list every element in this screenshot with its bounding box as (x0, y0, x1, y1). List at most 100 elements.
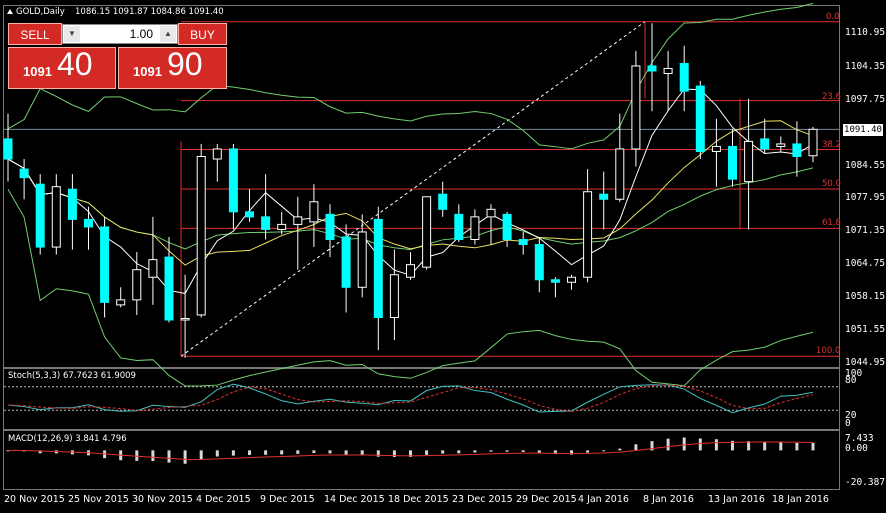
candle-body (615, 148, 625, 200)
macd-axis-label: -20.387 (845, 477, 886, 488)
macd-histogram-bar (441, 450, 445, 454)
stoch-main-line (7, 383, 814, 414)
candle-body (51, 186, 61, 248)
date-axis-label: 14 Dec 2015 (324, 494, 385, 505)
candle-body (245, 211, 254, 218)
macd-histogram-bar (280, 450, 284, 455)
macd-histogram-bar (296, 450, 300, 454)
candle-body (293, 216, 303, 225)
sell-quote[interactable]: 1091 40 (8, 46, 116, 89)
date-axis-label: 29 Dec 2015 (516, 494, 577, 505)
macd-frame (3, 430, 840, 490)
macd-histogram-bar (537, 450, 541, 454)
candle-body (647, 65, 657, 72)
price-axis-label: 1071.35 (845, 225, 886, 236)
macd-histogram-bar (248, 450, 251, 455)
macd-histogram-bar (328, 450, 332, 454)
fib-level-label: 50.0 (822, 179, 841, 189)
macd-histogram-bar (505, 450, 509, 452)
date-axis-label: 8 Jan 2016 (643, 494, 694, 505)
buy-price-small: 1091 (133, 64, 162, 79)
stoch-axis-label: 80 (845, 375, 857, 386)
candle-body (228, 148, 238, 213)
candle-body (277, 223, 287, 230)
ohlc-readout: 1086.15 1091.87 1084.86 1091.40 (75, 7, 224, 17)
price-axis-label: 1097.75 (845, 94, 886, 105)
macd-histogram-bar (151, 450, 155, 461)
price-axis-label: 1064.75 (845, 258, 886, 269)
macd-histogram-bar (698, 438, 702, 451)
candle-body (357, 231, 367, 288)
fib-level-label: 61.8 (822, 218, 841, 228)
candle-body (744, 140, 754, 183)
macd-histogram-bar (779, 442, 783, 451)
stoch-axis-label: 0 (845, 418, 851, 429)
macd-axis-label: 0.00 (845, 443, 868, 454)
macd-histogram-bar (392, 450, 396, 458)
fib-level-label: 100.0 (816, 346, 841, 356)
macd-histogram-bar (473, 450, 477, 453)
price-axis-label: 1051.55 (845, 324, 886, 335)
date-axis-label: 25 Nov 2015 (68, 494, 129, 505)
macd-histogram-bar (231, 450, 235, 456)
macd-histogram-bar (714, 439, 718, 451)
stoch-axis-label: 100 (845, 368, 863, 379)
buy-price-big: 90 (167, 46, 203, 82)
price-axis-label: 1104.35 (845, 61, 886, 72)
candle-body (309, 201, 319, 223)
sell-button[interactable]: SELL (8, 23, 62, 45)
lot-increase-icon[interactable]: ▲ (160, 26, 176, 42)
buy-button[interactable]: BUY (178, 23, 227, 45)
candle-body (100, 226, 110, 303)
price-axis-label: 1058.15 (845, 291, 886, 302)
lot-size-stepper[interactable]: ▼ ▲ (62, 24, 178, 44)
date-axis-label: 30 Nov 2015 (132, 494, 193, 505)
fib-level-label: 38.2 (822, 140, 841, 150)
macd-histogram-bar (586, 450, 590, 453)
candle-body (679, 62, 689, 92)
candle-body (438, 193, 448, 210)
date-axis-label: 18 Jan 2016 (772, 494, 829, 505)
fib-trend-line (180, 21, 646, 357)
candle-body (116, 299, 126, 306)
macd-histogram-bar (264, 450, 268, 455)
stoch-title: Stoch(5,3,3) 67.7623 61.9009 (8, 371, 136, 381)
candle-body (19, 168, 29, 179)
lot-size-input[interactable] (81, 26, 153, 42)
date-axis-label: 23 Dec 2015 (452, 494, 513, 505)
stoch-frame (3, 368, 840, 430)
macd-histogram-bar (489, 450, 493, 452)
date-axis-label: 4 Dec 2015 (196, 494, 251, 505)
macd-histogram-bar (570, 450, 573, 455)
macd-histogram-bar (199, 450, 203, 460)
macd-histogram-bar (344, 450, 348, 455)
stoch-signal-line (7, 384, 814, 412)
candle-body (808, 128, 818, 157)
macd-histogram-bar (666, 438, 670, 451)
lot-decrease-icon[interactable]: ▼ (64, 26, 80, 42)
candle-body (180, 317, 190, 321)
sell-price-big: 40 (57, 46, 93, 82)
fib-level-label: 23.6 (822, 92, 841, 102)
candle-body (518, 239, 528, 246)
candle-body (711, 145, 721, 152)
price-axis-label: 1044.95 (845, 357, 886, 368)
candle-body (776, 143, 786, 147)
collapse-arrow-icon[interactable] (7, 9, 13, 14)
symbol-title: GOLD,Daily (16, 7, 65, 17)
price-axis-label: 1110.95 (845, 27, 886, 38)
macd-histogram-bar (425, 450, 429, 455)
candle-body (454, 213, 464, 241)
macd-histogram-bar (183, 450, 187, 464)
macd-signal-line (7, 441, 814, 460)
date-axis-label: 4 Jan 2016 (578, 494, 629, 505)
macd-title: MACD(12,26,9) 3.841 4.796 (8, 434, 127, 444)
macd-histogram-bar (553, 450, 557, 455)
date-axis-label: 20 Nov 2015 (4, 494, 65, 505)
buy-quote[interactable]: 1091 90 (118, 46, 227, 89)
candle-body (470, 216, 480, 241)
bollinger-lower-line (7, 188, 814, 387)
macd-histogram-bar (167, 450, 171, 463)
current-price-tag: 1091.40 (843, 124, 883, 136)
